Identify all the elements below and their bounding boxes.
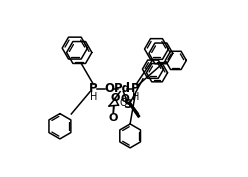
Text: Pd: Pd	[114, 82, 131, 95]
Text: O: O	[104, 82, 114, 95]
Text: O: O	[120, 98, 127, 108]
Text: H: H	[132, 92, 139, 102]
Text: S: S	[124, 98, 132, 111]
Text: P: P	[89, 82, 97, 95]
Text: P: P	[131, 82, 140, 95]
Text: O: O	[121, 94, 129, 104]
Text: O: O	[111, 93, 120, 103]
Text: O: O	[108, 113, 118, 123]
Text: H: H	[90, 92, 97, 102]
